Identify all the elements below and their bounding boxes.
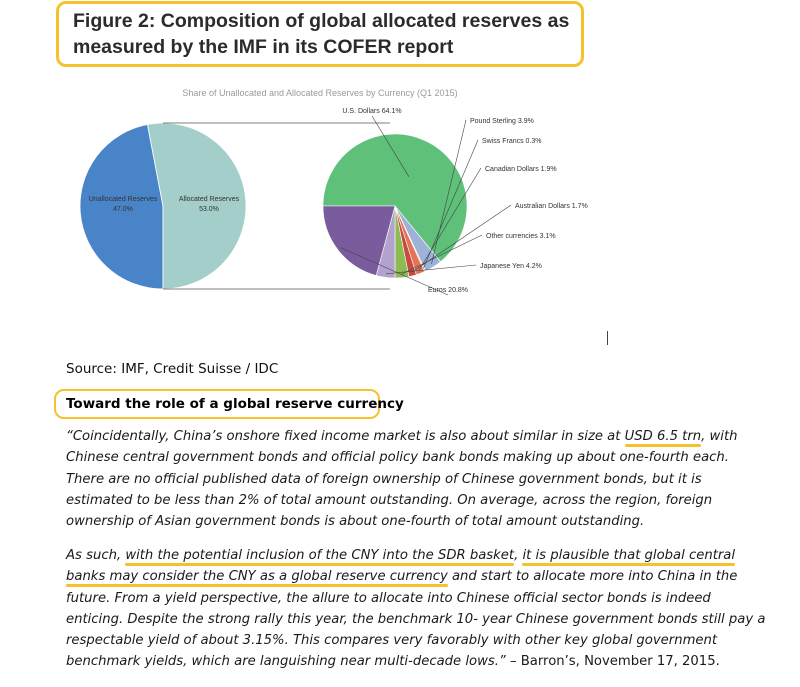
pie-labels: U.S. Dollars 64.1% Pound Sterling 3.9% Swi… bbox=[340, 108, 588, 296]
p2-line3: future. From a yield perspective, the al… bbox=[66, 590, 711, 606]
figure-title-line1: Figure 2: Composition of global allocate… bbox=[73, 10, 570, 32]
quote-paragraph-1: “Coincidentally, China’s onshore fixed i… bbox=[66, 426, 766, 532]
leader-line-euros-20-8 bbox=[340, 247, 449, 296]
pie-label-swiss-francs-0-3: Swiss Francs 0.3% bbox=[482, 138, 542, 145]
pie-unallocated-vs-allocated: Unallocated Reserves 47.0% Allocated Reser… bbox=[79, 122, 247, 290]
leader-line-canadian-dollars-1-9 bbox=[418, 167, 482, 271]
pie-slice-unallocated-reserves bbox=[79, 124, 164, 290]
chart-title: Share of Unallocated and Allocated Reser… bbox=[182, 88, 457, 98]
section-title-highlight bbox=[54, 389, 380, 419]
leader-line-u-s-dollars-64-1 bbox=[371, 115, 410, 177]
p2-line1: As such, with the potential inclusion of… bbox=[66, 548, 736, 563]
pie-label-canadian-dollars-1-9: Canadian Dollars 1.9% bbox=[485, 166, 557, 173]
pie-label-japanese-yen-4-2: Japanese Yen 4.2% bbox=[480, 263, 542, 270]
pie-label-u-s-dollars-64-1: U.S. Dollars 64.1% bbox=[342, 108, 401, 115]
reserves-pie-charts: Share of Unallocated and Allocated Reser… bbox=[79, 88, 588, 296]
p2-line2: banks may consider the CNY as a global r… bbox=[66, 569, 738, 585]
pie-slice-euros-20-8 bbox=[322, 205, 396, 276]
quote-paragraph-2: As such, with the potential inclusion of… bbox=[66, 545, 766, 673]
highlight-reserve-currency: banks may consider the CNY as a global r… bbox=[66, 569, 448, 585]
section-title: Toward the role of a global reserve curr… bbox=[66, 396, 404, 412]
p1-line5: ownership of Asian government bonds is a… bbox=[66, 514, 645, 530]
pie-value-unallocated-reserves: 47.0% bbox=[113, 206, 133, 213]
pie-label-australian-dollars-1-7: Australian Dollars 1.7% bbox=[515, 203, 588, 210]
pie-allocated-by-currency bbox=[322, 133, 468, 279]
leader-line-swiss-francs-0-3 bbox=[423, 139, 479, 269]
p1-line2: Chinese central government bonds and off… bbox=[66, 450, 729, 466]
pie-connector-lines bbox=[163, 122, 390, 290]
p2-line5: respectable yield of about 3.15%. This c… bbox=[66, 633, 718, 649]
p1-line3: There are no official published data of … bbox=[66, 471, 702, 487]
highlight-sdr-inclusion: with the potential inclusion of the CNY … bbox=[125, 548, 515, 563]
pie-label-euros-20-8: Euros 20.8% bbox=[428, 287, 468, 294]
figure-title-line2: measured by the IMF in its COFER report bbox=[73, 36, 454, 58]
p2-line6: benchmark yields, which are languishing … bbox=[66, 654, 720, 670]
leader-line-japanese-yen-4-2 bbox=[385, 264, 477, 275]
text-cursor bbox=[607, 331, 608, 345]
highlight-plausible: it is plausible that global central bbox=[522, 548, 736, 563]
pie-label-pound-sterling-3-9: Pound Sterling 3.9% bbox=[470, 118, 534, 125]
p1-line4: estimated to be less than 2% of total am… bbox=[66, 492, 713, 508]
pie-label-other-currencies-3-1: Other currencies 3.1% bbox=[486, 233, 556, 240]
p2-line4: enticing. Despite the strong rally this … bbox=[66, 611, 766, 627]
pie-label-allocated-reserves: Allocated Reserves bbox=[179, 196, 240, 203]
pie-slice-u-s-dollars-64-1 bbox=[322, 133, 468, 263]
pie-slice-allocated-reserves bbox=[146, 122, 247, 290]
source-note: Source: IMF, Credit Suisse / IDC bbox=[66, 361, 279, 377]
p1-line1: “Coincidentally, China’s onshore fixed i… bbox=[66, 429, 738, 444]
leader-line-other-currencies-3-1 bbox=[401, 234, 483, 275]
pie-label-unallocated-reserves: Unallocated Reserves bbox=[89, 196, 158, 203]
pie-value-allocated-reserves: 53.0% bbox=[199, 206, 219, 213]
figure-title: Figure 2: Composition of global allocate… bbox=[56, 1, 584, 67]
highlight-usd-6-5-trn: USD 6.5 trn bbox=[624, 429, 702, 444]
